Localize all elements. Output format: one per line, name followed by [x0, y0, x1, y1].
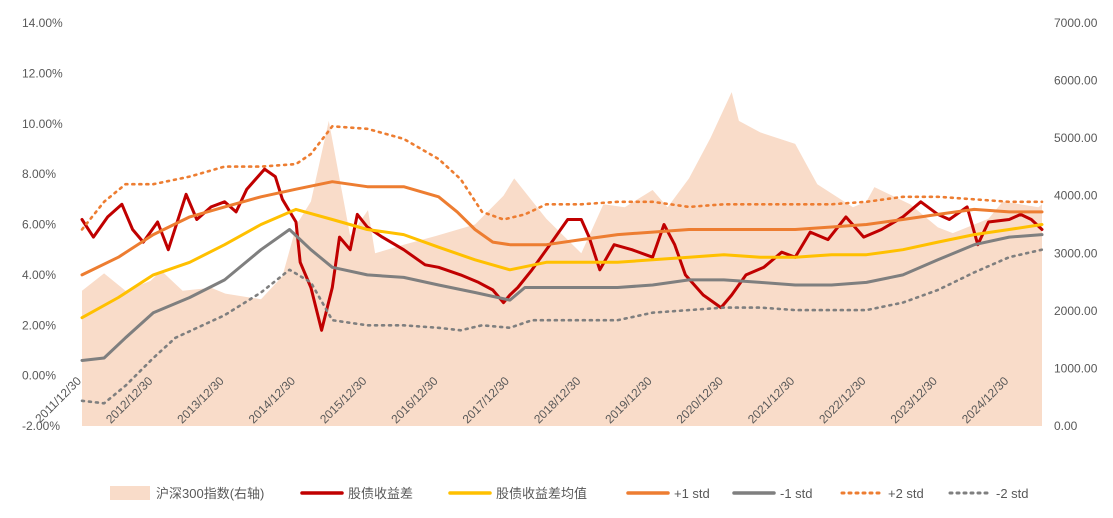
left-axis-tick-label: -2.00% — [22, 419, 60, 433]
legend-item: -1 std — [732, 486, 813, 501]
legend-label: -2 std — [996, 486, 1029, 501]
legend-item: 沪深300指数(右轴) — [110, 486, 264, 501]
legend-swatch — [110, 486, 150, 500]
legend-item: 股债收益差 — [300, 486, 413, 501]
legend-item: -2 std — [948, 486, 1029, 501]
left-axis-ticks: -2.00% 0.00% 2.00% 4.00% 6.00% 8.00% 10.00% 12.… — [22, 16, 63, 433]
left-axis-tick-label: 14.00% — [22, 16, 63, 30]
legend-label: 股债收益差 — [348, 486, 413, 501]
legend-label: +2 std — [888, 486, 924, 501]
plus-2-std-line — [80, 125, 1044, 231]
right-axis-tick-label: 2000.00 — [1054, 304, 1098, 318]
left-axis-tick-label: 2.00% — [22, 318, 56, 332]
legend-label: -1 std — [780, 486, 813, 501]
right-axis-tick-label: 3000.00 — [1054, 246, 1098, 260]
legend-label: +1 std — [674, 486, 710, 501]
left-axis-tick-label: 4.00% — [22, 268, 56, 282]
yield-gap-mean-line — [80, 207, 1044, 320]
right-axis-tick-label: 5000.00 — [1054, 131, 1098, 145]
right-axis-tick-label: 4000.00 — [1054, 189, 1098, 203]
left-axis-tick-label: 6.00% — [22, 218, 56, 232]
area-layer — [82, 92, 1042, 426]
legend-label: 沪深300指数(右轴) — [156, 486, 264, 501]
right-axis-tick-label: 6000.00 — [1054, 74, 1098, 88]
left-axis-tick-label: 8.00% — [22, 167, 56, 181]
left-axis-tick-label: 10.00% — [22, 117, 63, 131]
plus-1-std-line — [80, 180, 1044, 277]
csi300-area — [82, 92, 1042, 426]
legend: 沪深300指数(右轴) 股债收益差 股债收益差均值 +1 std -1 std +2 st… — [110, 486, 1029, 501]
legend-item: +2 std — [840, 486, 924, 501]
legend-item: 股债收益差均值 — [448, 486, 587, 501]
yield-gap-line — [80, 167, 1044, 332]
right-axis-tick-label: 0.00 — [1054, 419, 1078, 433]
legend-item: +1 std — [626, 486, 710, 501]
right-axis-tick-label: 1000.00 — [1054, 361, 1098, 375]
minus-1-std-line — [80, 228, 1044, 362]
lines-layer — [80, 125, 1044, 405]
minus-2-std-line — [80, 248, 1044, 405]
right-axis-tick-label: 7000.00 — [1054, 16, 1098, 30]
left-axis-tick-label: 0.00% — [22, 369, 56, 383]
left-axis-tick-label: 12.00% — [22, 66, 63, 80]
legend-label: 股债收益差均值 — [496, 486, 587, 501]
right-axis-ticks: 0.00 1000.00 2000.00 3000.00 4000.00 5000.00 6… — [1054, 16, 1098, 433]
